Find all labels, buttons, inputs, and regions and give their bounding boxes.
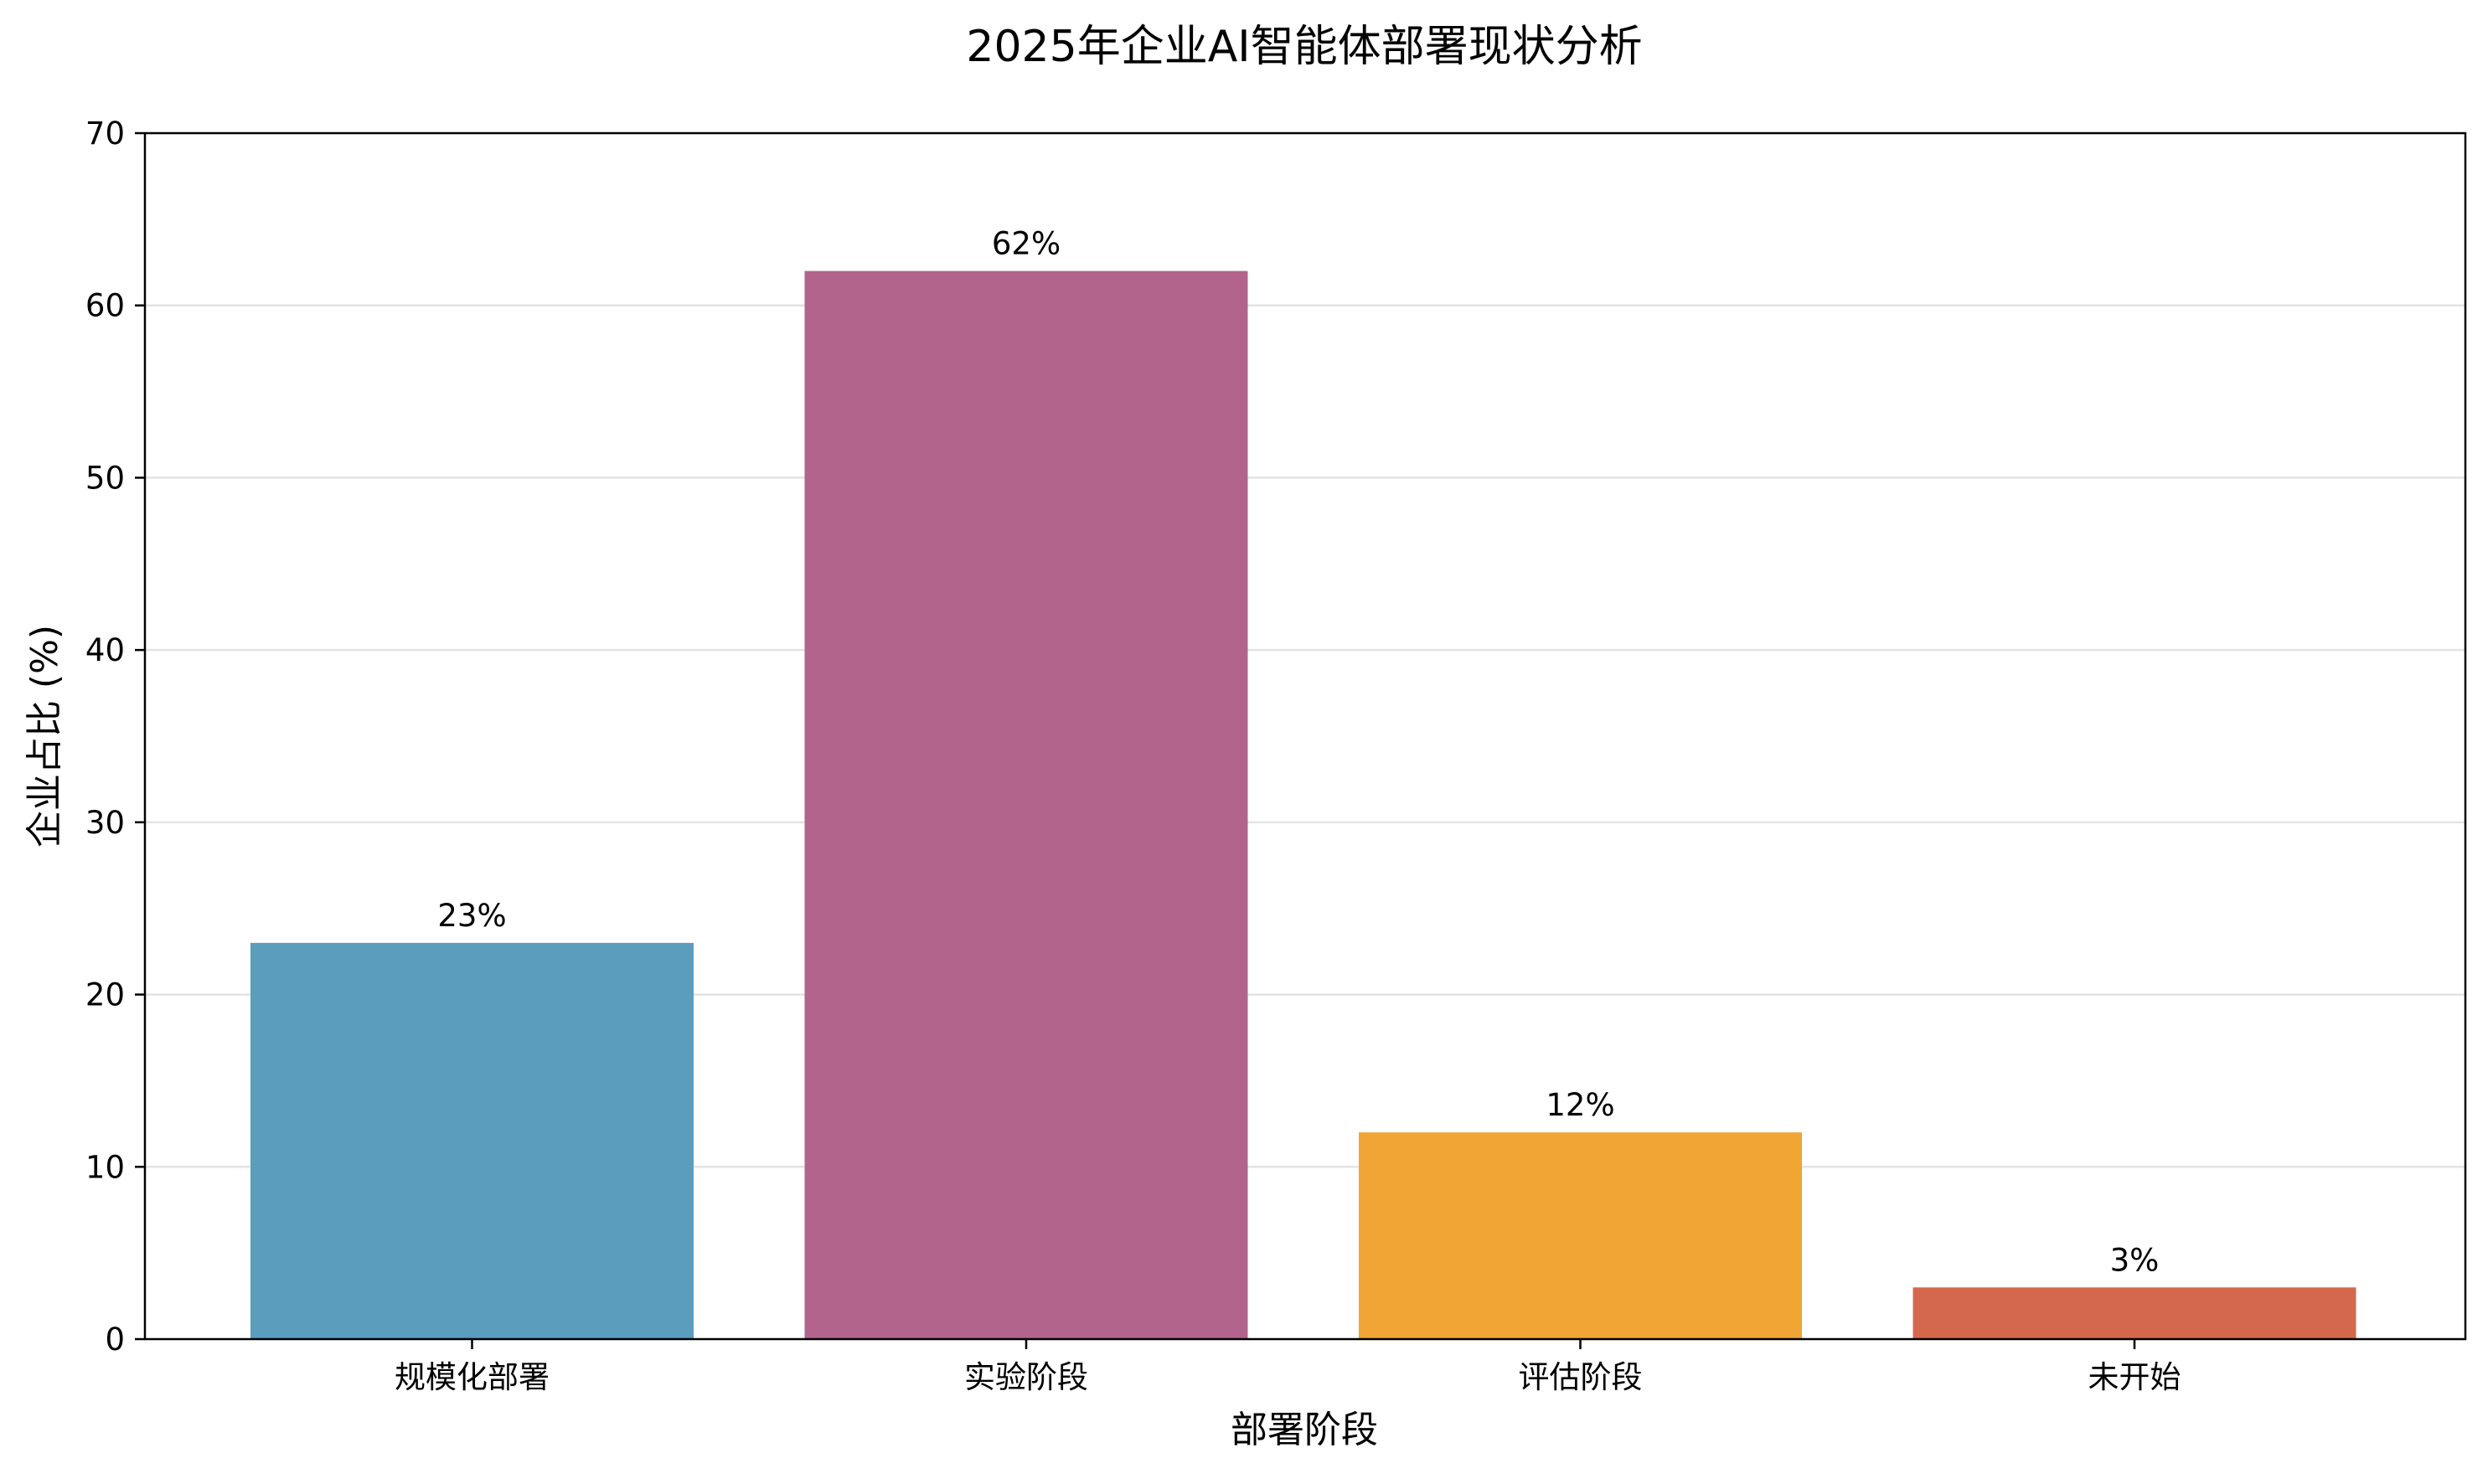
bar-1 [250,942,694,1339]
bar-value-label: 12% [1546,1087,1614,1123]
y-tick-label: 70 [85,116,125,152]
y-tick-label: 50 [85,460,125,496]
y-axis-label: 企业占比 (%) [23,625,66,848]
y-tick-label: 40 [85,632,125,668]
x-tick-label: 评估阶段 [1519,1359,1643,1395]
bar-2 [804,271,1248,1340]
x-tick-label: 规模化部署 [395,1359,550,1395]
bar-4 [1912,1287,2356,1339]
y-tick-label: 0 [105,1322,125,1358]
y-tick-label: 10 [85,1149,125,1185]
bar-value-label: 23% [437,898,506,934]
plot-frame [143,131,2467,1341]
y-tick-label: 60 [85,288,125,324]
y-axis-ticks: 0 10 20 30 40 50 60 70 [85,116,145,1358]
bars [250,271,2356,1340]
bar-3 [1359,1132,1802,1339]
x-axis-label: 部署阶段 [1231,1409,1378,1451]
x-tick-label: 未开始 [2088,1359,2181,1395]
y-tick-label: 20 [85,977,125,1013]
chart-title: 2025年企业AI智能体部署现状分析 [966,22,1642,72]
x-axis-ticks: 规模化部署 实验阶段 评估阶段 未开始 [395,1339,2181,1395]
y-tick-label: 30 [85,805,125,841]
data-labels: 23% 62% 12% 3% [437,226,2159,1279]
x-tick-label: 实验阶段 [964,1359,1088,1395]
bar-value-label: 62% [992,226,1061,262]
bar-value-label: 3% [2110,1242,2160,1278]
